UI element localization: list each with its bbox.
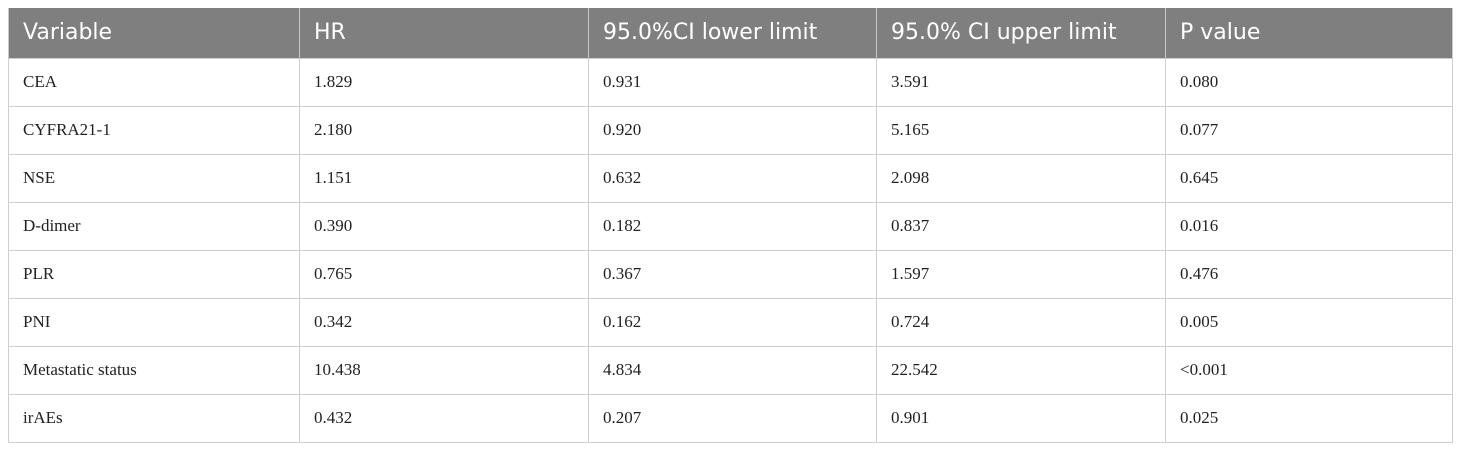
table-cell: 0.931 [588, 57, 877, 107]
table-cell: 5.165 [876, 105, 1166, 155]
table-cell: 0.476 [1165, 249, 1453, 299]
table-cell: 22.542 [876, 345, 1166, 395]
header-cell: Variable [8, 8, 300, 58]
table-cell: NSE [8, 153, 300, 203]
table-cell: 0.632 [588, 153, 877, 203]
table-cell: 0.901 [876, 393, 1166, 443]
table-row: CYFRA21-1 2.180 0.920 5.165 0.077 [8, 105, 1453, 155]
table-row: irAEs 0.432 0.207 0.901 0.025 [8, 393, 1453, 443]
table-cell: 1.597 [876, 249, 1166, 299]
header-cell: 95.0% CI upper limit [876, 8, 1166, 58]
table-row: CEA 1.829 0.931 3.591 0.080 [8, 57, 1453, 107]
table-row: PLR 0.765 0.367 1.597 0.476 [8, 249, 1453, 299]
table-cell: PNI [8, 297, 300, 347]
header-cell: P value [1165, 8, 1453, 58]
table-cell: 0.432 [299, 393, 589, 443]
results-table: Variable HR 95.0%CI lower limit 95.0% CI up… [8, 8, 1453, 443]
table-cell: 1.151 [299, 153, 589, 203]
table-cell: 1.829 [299, 57, 589, 107]
header-row: Variable HR 95.0%CI lower limit 95.0% CI up… [8, 8, 1453, 58]
table-cell: 0.837 [876, 201, 1166, 251]
table-cell: irAEs [8, 393, 300, 443]
table-body: CEA 1.829 0.931 3.591 0.080 CYFRA21-1 2.180 0.9… [8, 57, 1453, 443]
header-cell: 95.0%CI lower limit [588, 8, 877, 58]
table-cell: 3.591 [876, 57, 1166, 107]
table-cell: 0.182 [588, 201, 877, 251]
table-cell: 0.077 [1165, 105, 1453, 155]
table-row: D-dimer 0.390 0.182 0.837 0.016 [8, 201, 1453, 251]
table-row: PNI 0.342 0.162 0.724 0.005 [8, 297, 1453, 347]
table-cell: CYFRA21-1 [8, 105, 300, 155]
table-cell: 0.207 [588, 393, 877, 443]
table-cell: 0.367 [588, 249, 877, 299]
header-cell: HR [299, 8, 589, 58]
table-cell: 0.025 [1165, 393, 1453, 443]
table-cell: 10.438 [299, 345, 589, 395]
table-cell: 2.098 [876, 153, 1166, 203]
table-cell: Metastatic status [8, 345, 300, 395]
table-cell: D-dimer [8, 201, 300, 251]
table-cell: 4.834 [588, 345, 877, 395]
table-cell: CEA [8, 57, 300, 107]
table-cell: 0.390 [299, 201, 589, 251]
table-cell: 2.180 [299, 105, 589, 155]
table-cell: 0.162 [588, 297, 877, 347]
table-cell: 0.005 [1165, 297, 1453, 347]
table-cell: 0.765 [299, 249, 589, 299]
table-cell: <0.001 [1165, 345, 1453, 395]
table-cell: 0.645 [1165, 153, 1453, 203]
table-cell: 0.724 [876, 297, 1166, 347]
table-cell: PLR [8, 249, 300, 299]
table-cell: 0.080 [1165, 57, 1453, 107]
table-cell: 0.920 [588, 105, 877, 155]
table-cell: 0.016 [1165, 201, 1453, 251]
table-cell: 0.342 [299, 297, 589, 347]
table-row: NSE 1.151 0.632 2.098 0.645 [8, 153, 1453, 203]
table-row: Metastatic status 10.438 4.834 22.542 <0.001 [8, 345, 1453, 395]
